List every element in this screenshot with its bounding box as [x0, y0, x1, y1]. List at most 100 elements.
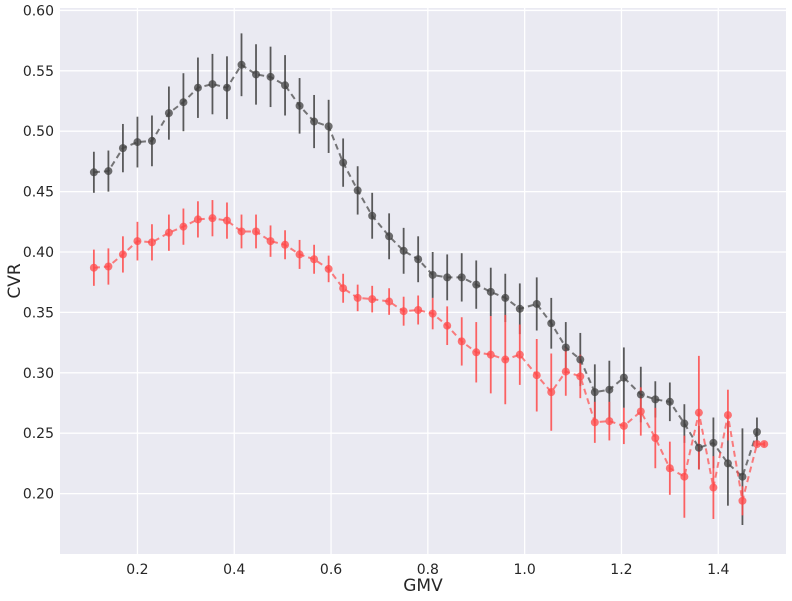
data-point [368, 211, 377, 220]
data-point [619, 373, 628, 382]
data-point [605, 417, 614, 426]
data-point [324, 264, 333, 273]
data-point [208, 80, 217, 89]
data-point [222, 216, 231, 225]
data-point [281, 240, 290, 249]
data-point [619, 421, 628, 430]
y-tick-label: 0.55 [23, 64, 54, 80]
data-point [339, 158, 348, 167]
data-point [104, 262, 113, 271]
data-point [547, 319, 556, 328]
data-point [665, 464, 674, 473]
data-point [709, 438, 718, 447]
data-point [738, 472, 747, 481]
x-tick-label: 0.2 [126, 562, 148, 578]
data-point [532, 299, 541, 308]
data-point [709, 483, 718, 492]
data-point [636, 407, 645, 416]
y-tick-label: 0.60 [23, 3, 54, 19]
data-point [694, 408, 703, 417]
x-tick-label: 0.8 [417, 562, 439, 578]
data-point [193, 83, 202, 92]
data-point [472, 280, 481, 289]
data-point [576, 372, 585, 381]
data-point [179, 98, 188, 107]
data-point [457, 337, 466, 346]
data-point [515, 304, 524, 313]
data-point [428, 270, 437, 279]
data-point [339, 284, 348, 293]
y-tick-label: 0.50 [23, 124, 54, 140]
data-point [651, 395, 660, 404]
data-point [443, 321, 452, 330]
data-point [281, 81, 290, 90]
plot-area [60, 8, 786, 554]
data-point [665, 397, 674, 406]
data-point [561, 343, 570, 352]
data-point [443, 273, 452, 282]
data-point [133, 138, 142, 147]
data-point [532, 371, 541, 380]
data-point [89, 168, 98, 177]
data-point [237, 227, 246, 236]
grid [60, 8, 786, 554]
data-point [237, 60, 246, 69]
y-tick-label: 0.20 [23, 487, 54, 503]
data-point [428, 309, 437, 318]
y-tick-labels: 0.20 0.25 0.30 0.35 0.40 0.45 0.50 0.55 0.60 [23, 3, 54, 502]
y-tick-label: 0.35 [23, 305, 54, 321]
y-tick-label: 0.25 [23, 426, 54, 442]
x-tick-label: 1.0 [514, 562, 536, 578]
data-point [399, 307, 408, 316]
data-point [680, 472, 689, 481]
data-point [738, 496, 747, 505]
data-point [414, 255, 423, 264]
data-point [651, 434, 660, 443]
x-tick-labels: 0.2 0.4 0.6 0.8 1.0 1.2 1.4 [126, 562, 729, 578]
data-point [164, 109, 173, 118]
data-point [252, 227, 261, 236]
data-point [252, 70, 261, 79]
data-point [353, 186, 362, 195]
x-tick-label: 1.2 [610, 562, 632, 578]
data-point [295, 250, 304, 259]
data-point [414, 305, 423, 314]
x-tick-label: 0.4 [223, 562, 245, 578]
data-point [547, 388, 556, 397]
data-point [179, 222, 188, 231]
data-point [561, 367, 570, 376]
data-point [133, 237, 142, 246]
data-point [590, 418, 599, 427]
data-point [368, 295, 377, 304]
data-point [605, 385, 614, 394]
data-point [636, 390, 645, 399]
data-point [399, 246, 408, 255]
y-axis-label: CVR [5, 263, 25, 298]
data-point [147, 238, 156, 247]
data-point [590, 388, 599, 397]
data-point [310, 117, 319, 126]
series-markers [89, 60, 769, 505]
x-tick-label: 1.4 [707, 562, 729, 578]
data-point [486, 287, 495, 296]
data-point [723, 411, 732, 420]
data-point [310, 255, 319, 264]
data-point [752, 440, 761, 449]
x-axis-label: GMV [403, 576, 443, 596]
data-point [266, 237, 275, 246]
data-point [457, 273, 466, 282]
data-point [222, 83, 231, 92]
data-point [472, 348, 481, 357]
data-point [486, 350, 495, 359]
data-point [295, 101, 304, 110]
data-point [515, 350, 524, 359]
data-point [266, 72, 275, 81]
data-point [89, 263, 98, 272]
y-tick-label: 0.40 [23, 245, 54, 261]
y-tick-label: 0.30 [23, 366, 54, 382]
data-point [208, 214, 217, 223]
data-point [353, 293, 362, 302]
data-point [694, 443, 703, 452]
data-point [501, 355, 510, 364]
